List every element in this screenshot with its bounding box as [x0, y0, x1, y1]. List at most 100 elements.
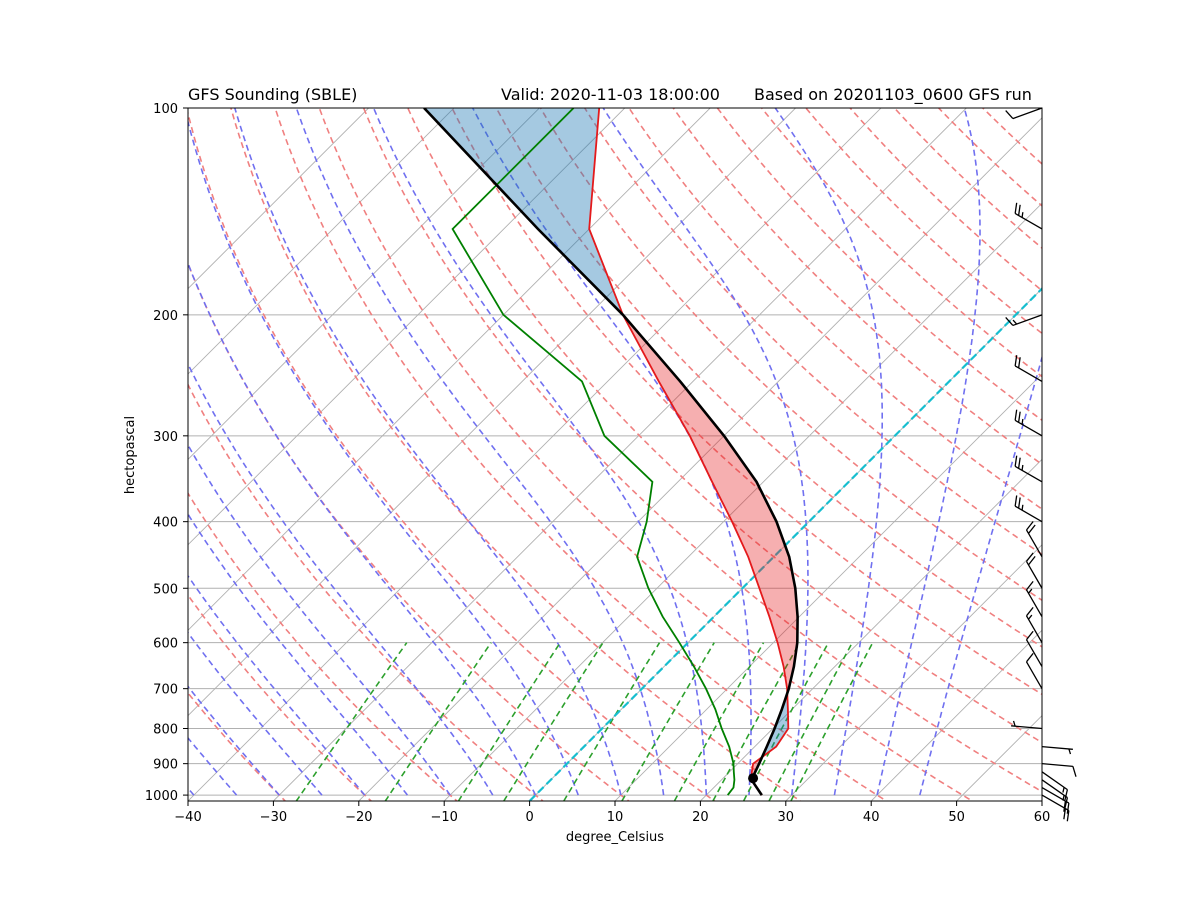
mixing-ratio-line: [768, 642, 853, 801]
moist-adiabat: [471, 108, 752, 796]
wind-barb-shaft: [1025, 561, 1043, 589]
plot-area: [0, 108, 1042, 801]
dry-adiabat: [188, 593, 373, 801]
moist-adiabat: [188, 512, 409, 796]
y-tick-label: 900: [153, 758, 178, 773]
wind-barb: [1014, 202, 1043, 230]
wind-barb-flag: [1014, 495, 1018, 507]
x-tick-label: 60: [1034, 810, 1051, 825]
dry-adiabat: [804, 108, 1042, 335]
lcl-marker: [748, 773, 759, 784]
wind-barb-flag: [1014, 409, 1018, 421]
wind-barb-flag: [1064, 797, 1069, 809]
wind-barb-flag: [1025, 630, 1034, 641]
moist-adiabat: [0, 108, 109, 795]
y-tick-label: 1000: [145, 789, 178, 804]
wind-barb-flag: [1063, 808, 1067, 820]
wind-barb-flag: [1066, 810, 1070, 822]
wind-barb-flag: [1005, 316, 1014, 326]
isotherm-gridline: [699, 458, 1042, 801]
wind-barb-half-flag: [1027, 588, 1033, 594]
moist-adiabat: [188, 574, 366, 796]
y-tick-label: 800: [153, 723, 178, 738]
mixing-ratio-line: [384, 642, 492, 801]
isotherm-gridline: [188, 108, 370, 290]
wind-barb-shaft: [1011, 725, 1043, 730]
isotherm-gridline: [1041, 800, 1042, 801]
moist-adiabat: [372, 108, 708, 796]
dry-adiabat: [188, 382, 545, 801]
y-axis-label: hectopascal: [123, 416, 138, 494]
x-tick-label: −10: [430, 810, 457, 825]
dry-adiabat: [583, 108, 1042, 556]
isotherm-gridline: [188, 108, 711, 631]
wind-barb-half-flag: [1021, 212, 1024, 218]
wind-barb-flag: [1005, 110, 1014, 120]
wind-barb-flag: [1025, 606, 1034, 617]
wind-barb-shaft: [1041, 779, 1068, 799]
mixing-ratio-line: [620, 642, 715, 801]
x-tick-label: 30: [778, 810, 795, 825]
mixing-ratio-line: [742, 642, 830, 801]
wind-barb-flag: [1066, 802, 1070, 814]
wind-barb: [1011, 720, 1043, 730]
wind-barb: [1041, 763, 1077, 777]
moist-adiabat: [188, 261, 537, 796]
wind-barb: [1041, 779, 1069, 809]
wind-barb-shaft: [1041, 786, 1070, 804]
wind-barb-flag: [1025, 580, 1034, 591]
isotherm-gridline: [614, 373, 1042, 801]
chart-title-center: Valid: 2020-11-03 18:00:00: [501, 85, 720, 104]
wind-barb: [1041, 786, 1070, 814]
wind-barb-half-flag: [1012, 319, 1018, 325]
wind-barb-flag: [1025, 521, 1034, 531]
wind-barb-shaft: [1025, 639, 1043, 667]
dry-adiabat: [362, 108, 1042, 793]
wind-barb-shaft: [1025, 661, 1043, 689]
moist-adiabat: [188, 362, 494, 796]
dry-adiabat: [760, 108, 1042, 378]
y-tick-label: 300: [153, 430, 178, 445]
wind-barb-flag: [1063, 800, 1067, 812]
mixing-ratio-line: [562, 642, 661, 801]
x-tick-label: 20: [692, 810, 709, 825]
moist-adiabat: [188, 685, 280, 796]
chart-title-right: Based on 20201103_0600 GFS run: [754, 85, 1032, 105]
mixing-ratio-line: [457, 642, 561, 801]
chart-title-left: GFS Sounding (SBLE): [188, 85, 357, 104]
cape-area: [622, 314, 798, 694]
x-tick-label: 40: [863, 810, 880, 825]
wind-barb-flag: [1017, 457, 1021, 469]
wind-barb-flag: [1025, 652, 1034, 663]
wind-barb: [1014, 409, 1043, 437]
dry-adiabat: [188, 491, 459, 801]
wind-barb-shaft: [1012, 107, 1043, 120]
y-tick-label: 500: [153, 582, 178, 597]
wind-barb-flag: [1025, 552, 1034, 562]
wind-barb-half-flag: [1062, 787, 1065, 793]
dry-adiabat: [672, 108, 1042, 466]
wind-barb-flag: [1014, 455, 1018, 467]
moist-adiabat: [188, 118, 579, 796]
y-tick-label: 600: [153, 637, 178, 652]
y-tick-label: 400: [153, 516, 178, 531]
x-tick-label: 0: [525, 810, 533, 825]
dry-adiabat: [230, 108, 802, 801]
parcel-profile: [423, 108, 799, 796]
isotherm-gridline: [443, 202, 1042, 801]
zero-isotherm: [528, 287, 1042, 801]
dry-adiabat: [451, 108, 1042, 696]
wind-barb: [1014, 355, 1043, 382]
x-tick-label: −30: [260, 810, 287, 825]
wind-barb: [1014, 455, 1043, 483]
wind-barb-shaft: [1014, 365, 1043, 382]
y-tick-label: 100: [153, 102, 178, 117]
dry-adiabat: [318, 108, 974, 801]
mixing-ratio-line: [790, 642, 874, 801]
isotherm-gridline: [272, 108, 968, 801]
wind-barb: [1025, 630, 1043, 667]
isotherm-gridline: [188, 108, 455, 375]
wind-barb: [1014, 495, 1043, 523]
x-axis-label: degree_Celsius: [566, 830, 664, 845]
wind-barb-half-flag: [1012, 720, 1016, 727]
